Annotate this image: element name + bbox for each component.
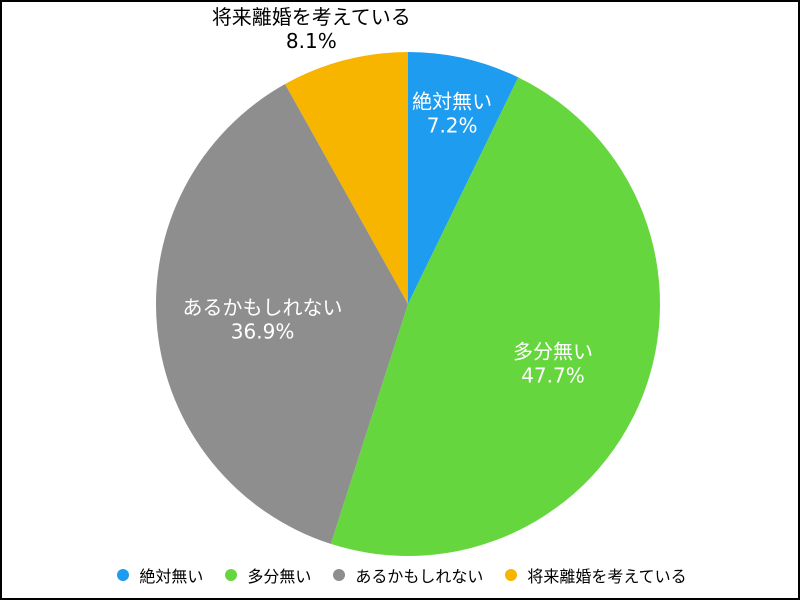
legend-item: 将来離婚を考えている (505, 563, 687, 587)
legend: 絶対無い 多分無い あるかもしれない 将来離婚を考えている (2, 563, 800, 587)
legend-item: あるかもしれない (333, 563, 483, 587)
slice-label: 絶対無い (412, 89, 492, 113)
legend-swatch (225, 569, 238, 581)
slice-value-label: 7.2% (427, 113, 478, 137)
legend-swatch (505, 569, 518, 581)
pie-slice (156, 84, 408, 544)
legend-item: 絶対無い (117, 563, 203, 587)
legend-label: 絶対無い (139, 567, 204, 586)
pie-slice (408, 52, 519, 304)
legend-label: あるかもしれない (355, 567, 484, 586)
slice-label: 将来離婚を考えている (212, 5, 411, 29)
slice-value-label: 8.1% (286, 29, 337, 53)
slice-label: 多分無い (513, 339, 593, 363)
slice-label: あるかもしれない (183, 295, 343, 319)
pie-slice (330, 77, 661, 557)
legend-swatch (117, 569, 130, 581)
slice-value-label: 47.7% (521, 363, 585, 387)
legend-label: 将来離婚を考えている (527, 567, 687, 586)
legend-item: 多分無い (225, 563, 311, 587)
pie-slice (285, 52, 408, 304)
legend-label: 多分無い (247, 567, 312, 586)
slice-value-label: 36.9% (231, 319, 295, 343)
legend-swatch (333, 569, 346, 581)
